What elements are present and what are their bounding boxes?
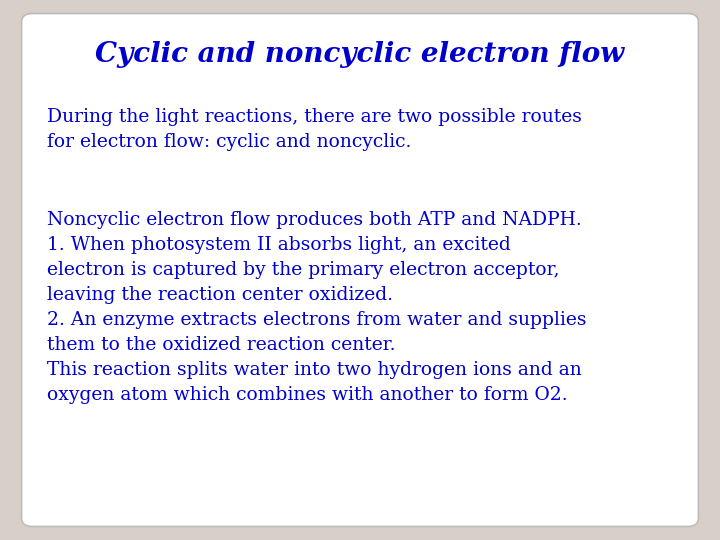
Text: Cyclic and noncyclic electron flow: Cyclic and noncyclic electron flow bbox=[96, 40, 624, 68]
Text: Noncyclic electron flow produces both ATP and NADPH.
1. When photosystem II abso: Noncyclic electron flow produces both AT… bbox=[47, 211, 586, 403]
FancyBboxPatch shape bbox=[22, 14, 698, 526]
Text: During the light reactions, there are two possible routes
for electron flow: cyc: During the light reactions, there are tw… bbox=[47, 108, 582, 151]
